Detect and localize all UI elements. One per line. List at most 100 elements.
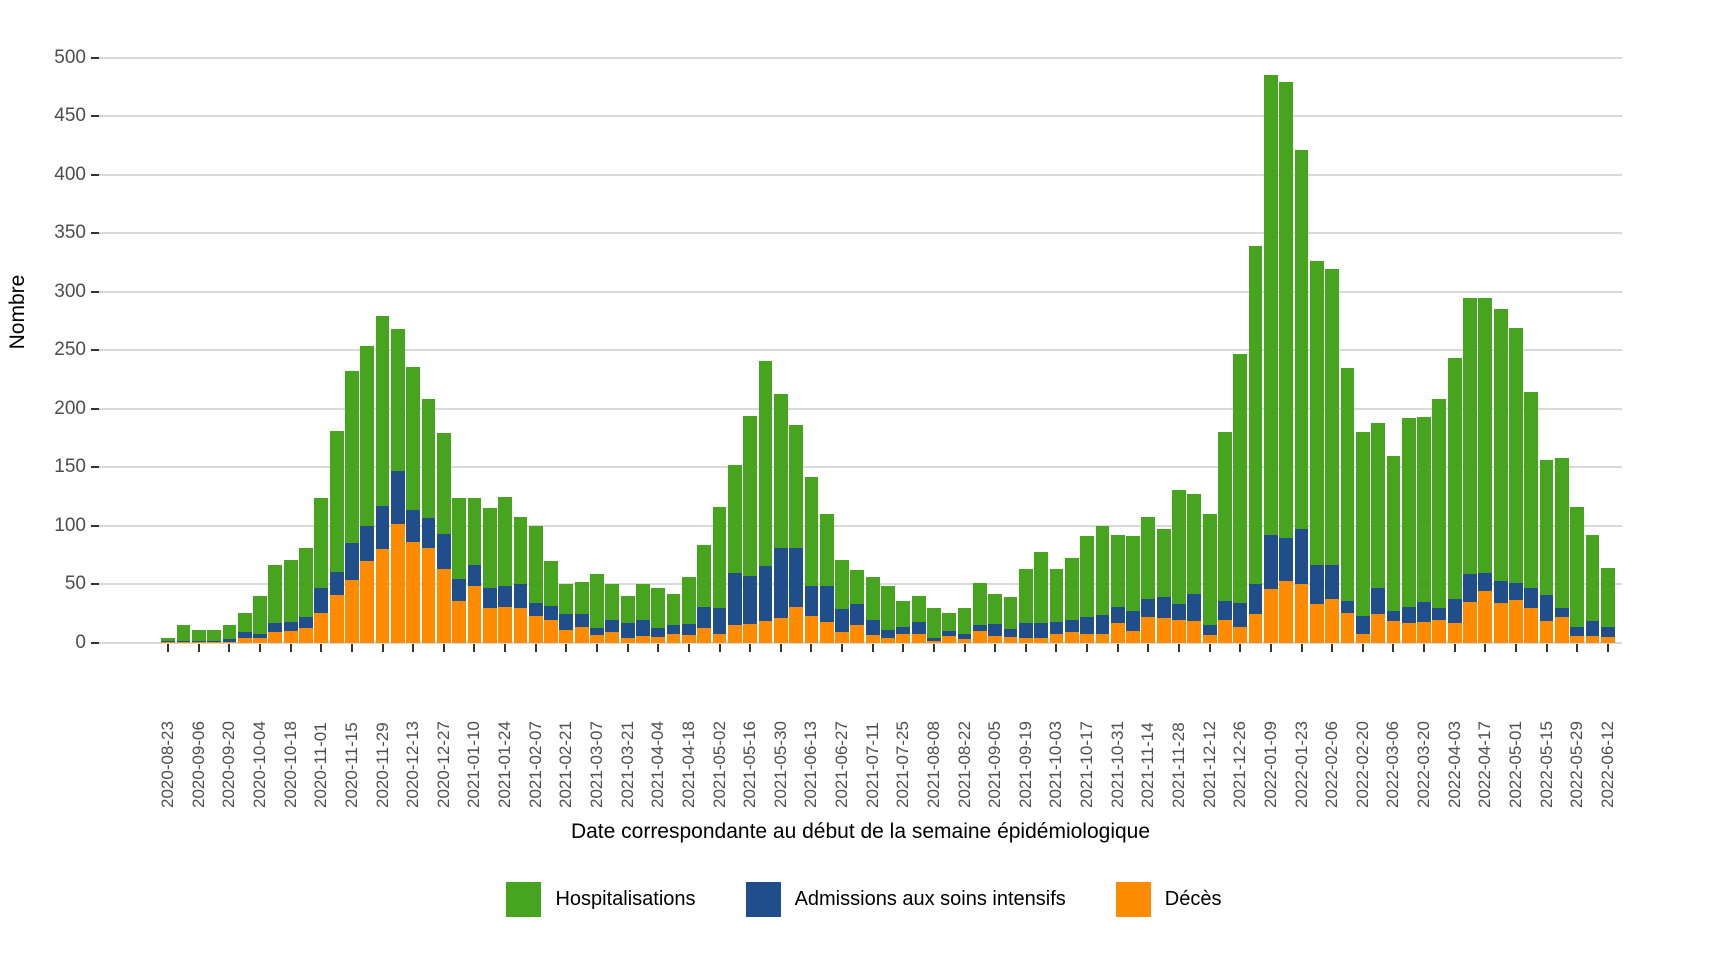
bar-segment-admissions-aux-soins-intensifs <box>973 625 987 631</box>
bar-segment-admissions-aux-soins-intensifs <box>360 526 375 561</box>
x-tick-label: 2021-06-13 <box>801 721 821 808</box>
bar-segment-admissions-aux-soins-intensifs <box>391 471 405 524</box>
legend-swatch-icon <box>506 882 542 917</box>
bar-segment-admissions-aux-soins-intensifs <box>1003 629 1018 637</box>
gridline-y-200 <box>99 407 1622 410</box>
bar <box>1325 0 1340 643</box>
bar-segment-d-c-s <box>1141 617 1156 643</box>
bar-segment-admissions-aux-soins-intensifs <box>758 566 773 621</box>
x-axis-title: Date correspondante au début de la semai… <box>570 820 1151 843</box>
x-tick-label: 2022-05-01 <box>1505 721 1525 808</box>
bar-segment-admissions-aux-soins-intensifs <box>1432 608 1447 620</box>
x-tick-mark <box>289 644 292 652</box>
bar-segment-d-c-s <box>1600 637 1615 643</box>
bar <box>1248 0 1263 643</box>
bar <box>1126 0 1140 643</box>
bar-segment-d-c-s <box>421 548 436 643</box>
bar-segment-d-c-s <box>1555 617 1569 643</box>
bar-segment-hospitalisations <box>1095 526 1110 615</box>
x-tick-label: 2020-09-06 <box>188 721 208 808</box>
gridline-y-300 <box>99 290 1622 293</box>
bar <box>743 0 758 643</box>
bar-segment-admissions-aux-soins-intensifs <box>482 588 497 608</box>
bar-segment-admissions-aux-soins-intensifs <box>773 548 788 618</box>
bar-segment-d-c-s <box>973 631 987 643</box>
x-tick-label: 2021-01-24 <box>495 721 515 808</box>
x-tick-label: 2021-01-10 <box>464 721 484 808</box>
bar-segment-hospitalisations <box>1110 535 1125 607</box>
bar <box>697 0 712 643</box>
bar-segment-admissions-aux-soins-intensifs <box>1095 615 1110 634</box>
bar-segment-hospitalisations <box>360 346 375 526</box>
bar-segment-d-c-s <box>1049 634 1064 643</box>
bar-segment-admissions-aux-soins-intensifs <box>406 510 421 542</box>
bar <box>1110 0 1125 643</box>
bar <box>605 0 620 643</box>
bar-segment-hospitalisations <box>758 361 773 566</box>
bar <box>1233 0 1248 643</box>
bar-segment-admissions-aux-soins-intensifs <box>314 588 329 613</box>
bar-segment-d-c-s <box>1524 608 1539 643</box>
bar-segment-hospitalisations <box>850 570 865 604</box>
bar-segment-d-c-s <box>712 634 727 643</box>
bar-segment-d-c-s <box>1570 636 1585 643</box>
bar-segment-hospitalisations <box>299 548 313 617</box>
x-tick-mark <box>1208 644 1211 652</box>
y-tick-label: 50 <box>64 573 86 595</box>
bar-segment-hospitalisations <box>1493 309 1508 581</box>
bar-segment-d-c-s <box>1325 599 1340 643</box>
bar-segment-hospitalisations <box>1524 392 1539 588</box>
bar-segment-admissions-aux-soins-intensifs <box>1110 607 1125 623</box>
bar-segment-admissions-aux-soins-intensifs <box>1509 583 1523 600</box>
x-tick-mark <box>1116 644 1119 652</box>
bar-segment-d-c-s <box>1355 634 1370 643</box>
bar <box>1064 0 1079 643</box>
bar-segment-hospitalisations <box>1447 358 1462 599</box>
gridline-y-450 <box>99 115 1622 118</box>
x-tick-label: 2022-06-12 <box>1597 721 1617 808</box>
x-tick-label: 2020-11-01 <box>311 722 331 808</box>
bar-segment-d-c-s <box>1279 581 1294 643</box>
bar <box>942 0 957 643</box>
bar-segment-d-c-s <box>314 613 329 643</box>
x-tick-label: 2022-04-03 <box>1444 721 1464 808</box>
x-tick-label: 2021-11-28 <box>1169 722 1188 808</box>
bar <box>1493 0 1508 643</box>
x-tick-mark <box>749 644 752 652</box>
bar-segment-admissions-aux-soins-intensifs <box>743 576 758 624</box>
bar-segment-d-c-s <box>498 607 512 643</box>
bar <box>1585 0 1600 643</box>
x-tick-mark <box>1392 644 1395 652</box>
bar-segment-d-c-s <box>1539 621 1554 643</box>
bar <box>850 0 865 643</box>
bar-segment-d-c-s <box>360 561 375 643</box>
legend-label: Décès <box>1164 888 1222 910</box>
bar-segment-admissions-aux-soins-intensifs <box>697 607 712 628</box>
bar-segment-admissions-aux-soins-intensifs <box>528 603 543 616</box>
x-tick-label: 2022-04-17 <box>1475 721 1495 808</box>
bar <box>161 0 176 643</box>
bar-segment-admissions-aux-soins-intensifs <box>1064 620 1079 632</box>
bar-segment-hospitalisations <box>1141 517 1156 599</box>
bar <box>406 0 421 643</box>
bar <box>467 0 482 643</box>
bar-segment-admissions-aux-soins-intensifs <box>636 620 650 636</box>
bar-segment-hospitalisations <box>498 497 512 586</box>
bar-segment-admissions-aux-soins-intensifs <box>651 628 666 637</box>
bar <box>1386 0 1401 643</box>
x-tick-mark <box>994 644 997 652</box>
bar-segment-admissions-aux-soins-intensifs <box>1371 588 1385 614</box>
bar-segment-d-c-s <box>482 608 497 643</box>
bar-segment-hospitalisations <box>207 630 221 641</box>
x-tick-mark <box>1423 644 1426 652</box>
bar <box>1570 0 1585 643</box>
legend-item: Hospitalisations <box>506 882 696 917</box>
x-tick-mark <box>1147 644 1150 652</box>
bar-segment-hospitalisations <box>1187 494 1202 594</box>
bar-segment-hospitalisations <box>1355 432 1370 616</box>
bar <box>482 0 497 643</box>
x-tick-label: 2021-08-22 <box>954 721 974 808</box>
x-tick-label: 2021-05-30 <box>770 721 790 808</box>
x-tick-label: 2021-05-16 <box>740 721 760 808</box>
x-tick-mark <box>932 644 935 652</box>
